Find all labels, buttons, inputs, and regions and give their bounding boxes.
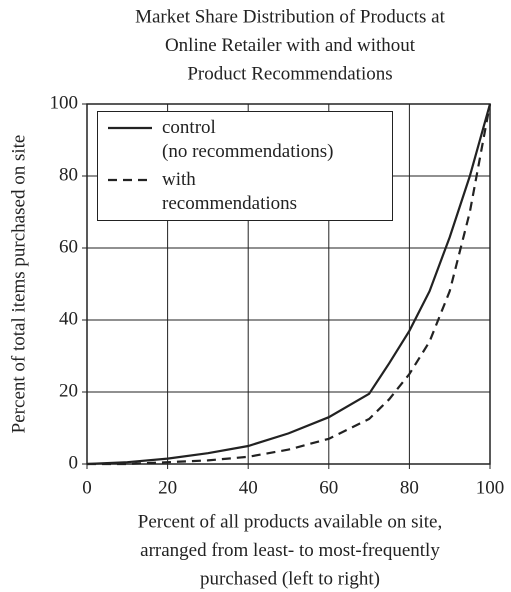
legend-entry: with recommendations (108, 168, 297, 216)
data-line (86, 103, 492, 466)
y-tick-label: 0 (69, 452, 79, 473)
legend: control (no recommendations) with recomme… (97, 111, 393, 221)
legend-label: control (no recommendations) (162, 117, 334, 162)
x-tick-label: 80 (400, 477, 419, 498)
chart-title: Online Retailer with and without (165, 35, 416, 56)
chart-title: Market Share Distribution of Products at (135, 6, 445, 27)
y-tick-label: 80 (59, 164, 78, 185)
legend-label: with recommendations (162, 169, 298, 214)
x-axis-label: Percent of all products available on sit… (138, 511, 442, 532)
legend-entry: control (no recommendations) (108, 116, 333, 164)
x-tick-label: 40 (239, 477, 258, 498)
y-tick-label: 40 (59, 308, 78, 329)
legend-swatch (108, 126, 152, 130)
x-tick-label: 100 (476, 477, 505, 498)
plot-frame (86, 103, 491, 465)
y-tick-label: 20 (59, 380, 78, 401)
x-tick-label: 0 (82, 477, 92, 498)
legend-swatch (108, 178, 152, 182)
x-tick-label: 60 (319, 477, 338, 498)
x-axis-label: purchased (left to right) (200, 568, 380, 589)
x-tick-label: 20 (158, 477, 177, 498)
y-tick-label: 60 (59, 236, 78, 257)
y-axis-label: Percent of total items purchased on site (8, 135, 29, 434)
y-tick-label: 100 (50, 92, 79, 113)
chart-title: Product Recommendations (187, 63, 392, 84)
x-axis-label: arranged from least- to most-frequently (140, 540, 440, 561)
